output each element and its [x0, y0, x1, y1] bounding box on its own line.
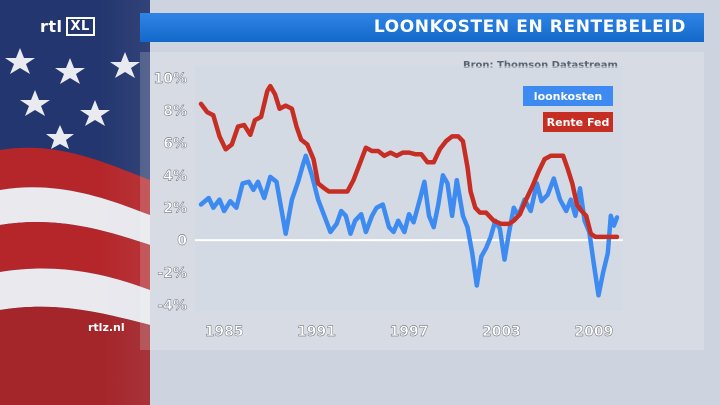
- legend-label: loonkosten: [534, 90, 602, 103]
- legend-swatch: [523, 86, 613, 106]
- series-line-rente-fed: [198, 83, 620, 240]
- logo-box: XL: [65, 17, 95, 36]
- x-tick-label: 2009: [574, 324, 613, 340]
- logo-text: rtl: [40, 17, 63, 36]
- x-tick-label: 1985: [205, 324, 244, 340]
- y-tick-label: 2%: [163, 201, 187, 217]
- y-tick-label: 6%: [163, 136, 187, 152]
- y-tick-label: 0: [177, 233, 187, 249]
- watermark: rtlz.nl: [88, 321, 125, 334]
- legend-label: Rente Fed: [547, 116, 610, 129]
- y-tick-label: -2%: [157, 266, 187, 282]
- legend-item: loonkosten: [523, 86, 613, 106]
- y-tick-label: -4%: [157, 298, 187, 314]
- chart-title: LOONKOSTEN EN RENTEBELEID: [373, 17, 686, 37]
- line-chart: 10% 8% 6% 4% 2% 0 -2% -4% 1985 1991 1997 2003 2009 lo…: [153, 66, 623, 340]
- title-bar: LOONKOSTEN EN RENTEBELEID: [140, 13, 704, 42]
- y-tick-label: 4%: [163, 168, 187, 184]
- legend-item: Rente Fed: [543, 112, 613, 132]
- y-tick-label: 8%: [163, 103, 187, 119]
- legend-swatch: [543, 112, 613, 132]
- source-label: Bron: Thomson Datastream: [463, 60, 618, 71]
- x-tick-label: 1997: [390, 324, 429, 340]
- x-tick-label: 1991: [297, 324, 336, 340]
- x-tick-label: 2003: [482, 324, 521, 340]
- y-tick-label: 10%: [153, 71, 187, 87]
- channel-logo: rtl XL: [40, 17, 95, 36]
- series-line-loonkosten: [198, 153, 620, 298]
